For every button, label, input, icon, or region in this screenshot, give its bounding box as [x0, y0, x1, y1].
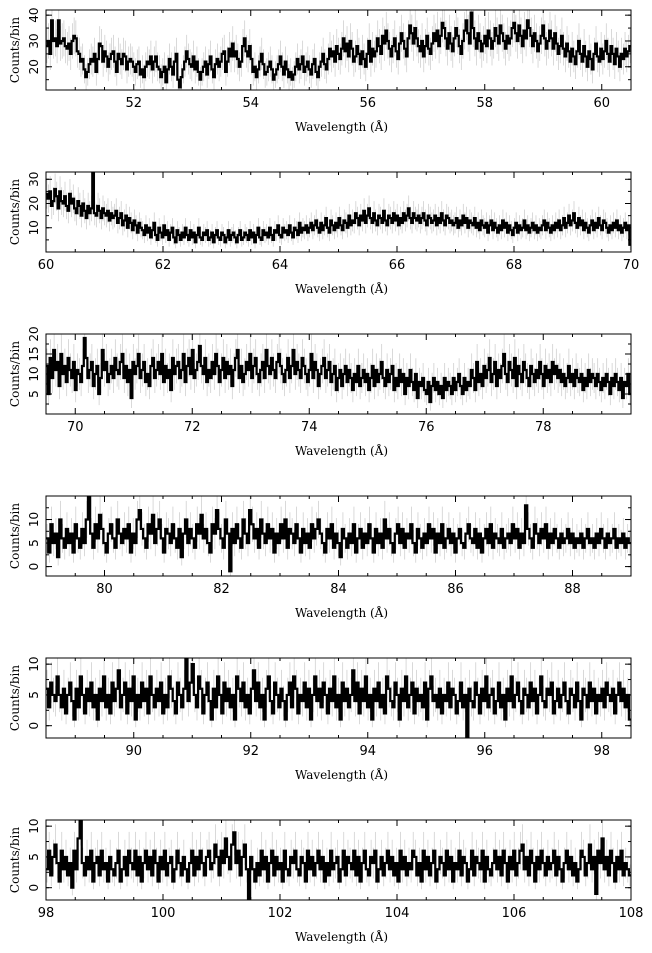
y-tick-label: 15 [27, 346, 41, 361]
panel-1: 52 54 56 58 60 20 30 40 Wavelength (Å) Counts/bin [8, 8, 632, 134]
x-tick-label: 74 [301, 420, 318, 435]
y-tick-label: 30 [27, 33, 41, 48]
y-tick-label: 10 [27, 366, 41, 381]
x-tick-label: 106 [502, 906, 527, 921]
panel-2: 60 62 64 66 68 70 10 20 30 Wavelength (Å) Counts/b… [8, 171, 640, 296]
error-bars [46, 496, 631, 576]
plot-area [46, 658, 631, 738]
x-tick-label: 98 [38, 906, 55, 921]
y-axis-label: Counts/bin [8, 179, 22, 245]
panel-4: 80 82 84 86 88 0 5 10 Wavelength (Å) Counts/bin [8, 495, 632, 620]
x-axis-label: Wavelength (Å) [295, 281, 388, 296]
x-tick-label: 60 [38, 258, 55, 273]
x-tick-label: 80 [96, 582, 113, 597]
y-axis-label: Counts/bin [8, 503, 22, 569]
x-tick-label: 84 [330, 582, 347, 597]
plot-frame [45, 171, 632, 253]
x-axis-label: Wavelength (Å) [295, 605, 388, 620]
plot-area [46, 10, 631, 90]
y-tick-label: 5 [27, 691, 41, 699]
spectrum-histogram [46, 496, 631, 573]
y-tick-label: 10 [27, 512, 41, 527]
x-tick-label: 68 [506, 258, 523, 273]
spectrum-histogram [46, 658, 631, 738]
x-tick-label: 90 [125, 744, 142, 759]
x-tick-label: 72 [184, 420, 201, 435]
panel-6: 98 100 102 104 106 108 0 5 10 Wavelength (Å) Count… [8, 819, 644, 944]
x-tick-label: 104 [385, 906, 410, 921]
x-tick-label: 66 [389, 258, 406, 273]
y-tick-label: 20 [27, 59, 41, 74]
y-tick-label: 20 [27, 196, 41, 211]
y-tick-label: 30 [27, 172, 41, 187]
error-bars [46, 172, 631, 250]
y-tick-label: 5 [27, 853, 41, 861]
panel-3: 70 72 74 76 78 5 10 15 20 Wavelength (Å) Counts/bi… [8, 326, 632, 458]
panel-5: 90 92 94 96 98 0 5 10 Wavelength (Å) Counts/bin [8, 657, 632, 782]
plot-area [46, 496, 631, 576]
spectrum-histogram [46, 336, 631, 404]
x-tick-label: 88 [564, 582, 581, 597]
x-tick-label: 86 [447, 582, 464, 597]
x-tick-label: 62 [155, 258, 172, 273]
x-tick-label: 78 [535, 420, 552, 435]
x-tick-label: 64 [272, 258, 289, 273]
x-tick-label: 58 [476, 96, 493, 111]
y-tick-label: 20 [27, 326, 41, 341]
x-tick-label: 70 [67, 420, 84, 435]
x-tick-label: 82 [213, 582, 230, 597]
y-tick-label: 0 [27, 563, 41, 571]
y-axis-label: Counts/bin [8, 665, 22, 731]
y-tick-label: 5 [27, 539, 41, 547]
x-axis-label: Wavelength (Å) [295, 119, 388, 134]
spectrum-histogram [46, 820, 631, 900]
plot-area [46, 172, 631, 250]
x-tick-label: 60 [593, 96, 610, 111]
x-tick-label: 96 [476, 744, 493, 759]
plot-area [46, 820, 631, 900]
y-axis-label: Counts/bin [8, 17, 22, 83]
x-tick-label: 56 [359, 96, 376, 111]
spectrum-histogram [46, 11, 631, 89]
y-tick-label: 5 [27, 390, 41, 398]
x-tick-label: 54 [242, 96, 259, 111]
spectrum-histogram [46, 172, 631, 246]
y-tick-label: 0 [27, 884, 41, 892]
y-tick-label: 0 [27, 722, 41, 730]
y-tick-label: 10 [27, 819, 41, 834]
x-axis-label: Wavelength (Å) [295, 767, 388, 782]
y-axis-label: Counts/bin [8, 827, 22, 893]
x-tick-label: 70 [623, 258, 640, 273]
x-tick-label: 98 [593, 744, 610, 759]
x-axis-label: Wavelength (Å) [295, 929, 388, 944]
y-axis-label: Counts/bin [8, 341, 22, 407]
plot-area [46, 334, 631, 411]
y-tick-label: 40 [27, 8, 41, 23]
x-axis-label: Wavelength (Å) [295, 443, 388, 458]
y-tick-label: 10 [27, 220, 41, 235]
x-tick-label: 92 [242, 744, 259, 759]
x-tick-label: 76 [418, 420, 435, 435]
x-tick-label: 94 [359, 744, 376, 759]
y-tick-label: 10 [27, 657, 41, 672]
x-tick-label: 100 [151, 906, 176, 921]
x-tick-label: 102 [268, 906, 293, 921]
x-tick-label: 52 [125, 96, 142, 111]
x-tick-label: 108 [619, 906, 644, 921]
